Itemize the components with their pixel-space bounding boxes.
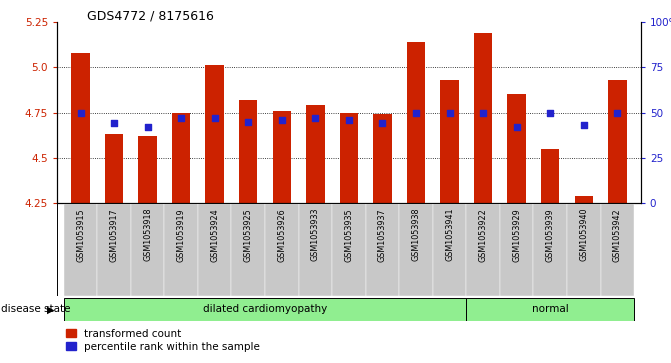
Point — [377, 121, 388, 126]
Point — [612, 110, 623, 115]
Text: GSM1053942: GSM1053942 — [613, 208, 622, 261]
Point — [511, 124, 522, 130]
Bar — [533, 203, 567, 296]
Bar — [172, 113, 191, 203]
Bar — [105, 134, 123, 203]
Bar — [407, 42, 425, 203]
Text: GSM1053918: GSM1053918 — [143, 208, 152, 261]
Bar — [541, 149, 560, 203]
Text: ▶: ▶ — [46, 305, 54, 314]
Text: GSM1053925: GSM1053925 — [244, 208, 253, 262]
Bar — [138, 136, 157, 203]
Bar — [366, 203, 399, 296]
Text: GSM1053933: GSM1053933 — [311, 208, 320, 261]
Text: GSM1053929: GSM1053929 — [512, 208, 521, 262]
Bar — [198, 203, 231, 296]
Bar — [608, 80, 627, 203]
Text: GSM1053938: GSM1053938 — [411, 208, 421, 261]
Point — [545, 110, 556, 115]
Text: GSM1053941: GSM1053941 — [445, 208, 454, 261]
Point — [411, 110, 421, 115]
Bar — [567, 203, 601, 296]
Text: GSM1053919: GSM1053919 — [176, 208, 186, 261]
Bar — [500, 203, 533, 296]
Bar — [164, 203, 198, 296]
Text: dilated cardiomyopathy: dilated cardiomyopathy — [203, 305, 327, 314]
Text: GDS4772 / 8175616: GDS4772 / 8175616 — [87, 9, 214, 22]
Text: GSM1053915: GSM1053915 — [76, 208, 85, 261]
Point — [176, 115, 187, 121]
Bar — [131, 203, 164, 296]
Text: GSM1053940: GSM1053940 — [579, 208, 588, 261]
Text: GSM1053917: GSM1053917 — [109, 208, 119, 261]
Text: GSM1053937: GSM1053937 — [378, 208, 387, 261]
Legend: transformed count, percentile rank within the sample: transformed count, percentile rank withi… — [62, 325, 264, 356]
Bar — [205, 65, 224, 203]
Point — [142, 124, 153, 130]
Point — [109, 121, 119, 126]
Bar — [272, 111, 291, 203]
Text: normal: normal — [532, 305, 568, 314]
Bar — [231, 203, 265, 296]
Point — [444, 110, 455, 115]
Point — [243, 119, 254, 125]
Bar — [433, 203, 466, 296]
Point — [344, 117, 354, 123]
Bar — [64, 298, 466, 321]
Bar — [64, 203, 97, 296]
Point — [276, 117, 287, 123]
Point — [75, 110, 86, 115]
Bar — [507, 94, 526, 203]
Bar — [306, 105, 325, 203]
Text: GSM1053924: GSM1053924 — [210, 208, 219, 261]
Point — [478, 110, 488, 115]
Bar — [97, 203, 131, 296]
Bar — [466, 203, 500, 296]
Text: disease state: disease state — [1, 305, 70, 314]
Bar — [299, 203, 332, 296]
Bar — [340, 113, 358, 203]
Text: GSM1053935: GSM1053935 — [344, 208, 354, 261]
Bar — [440, 80, 459, 203]
Bar — [239, 100, 258, 203]
Bar — [265, 203, 299, 296]
Bar — [466, 298, 634, 321]
Bar — [71, 53, 90, 203]
Bar — [474, 33, 493, 203]
Bar — [332, 203, 366, 296]
Text: GSM1053939: GSM1053939 — [546, 208, 555, 261]
Bar — [601, 203, 634, 296]
Point — [578, 122, 589, 128]
Point — [310, 115, 321, 121]
Text: GSM1053926: GSM1053926 — [277, 208, 287, 261]
Bar — [373, 114, 392, 203]
Text: GSM1053922: GSM1053922 — [478, 208, 488, 262]
Bar — [399, 203, 433, 296]
Point — [209, 115, 220, 121]
Bar — [574, 196, 593, 203]
